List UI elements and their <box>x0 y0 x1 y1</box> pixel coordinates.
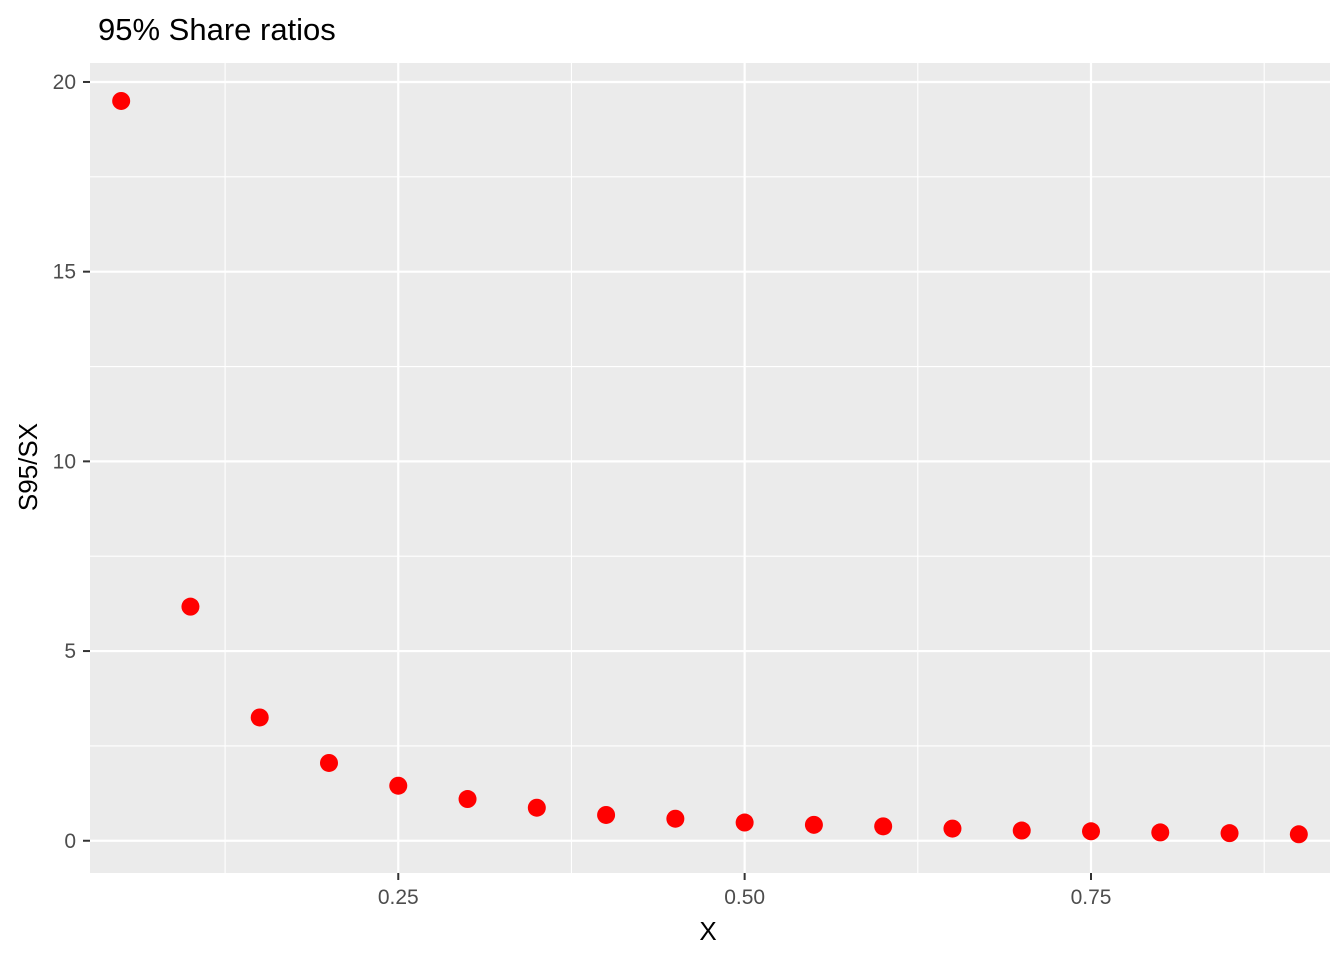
data-point <box>874 817 893 836</box>
data-point <box>1012 821 1031 840</box>
data-point <box>250 708 269 727</box>
data-point <box>666 809 685 828</box>
y-tick-label: 15 <box>53 261 76 284</box>
data-point <box>181 597 200 616</box>
y-tick-label: 5 <box>64 640 76 663</box>
data-point <box>1289 825 1308 844</box>
data-point <box>1220 824 1239 843</box>
data-point <box>319 753 338 772</box>
data-point <box>389 776 408 795</box>
data-point <box>458 790 477 809</box>
x-axis-label: X <box>699 916 716 946</box>
data-point <box>1151 823 1170 842</box>
data-point <box>112 91 131 110</box>
tick-labels: 0.25 0.50 0.75 0 5 10 15 20 <box>53 71 1112 909</box>
minor-gridlines <box>90 63 1330 873</box>
data-point <box>1082 822 1101 841</box>
data-point <box>943 819 962 838</box>
data-point <box>527 798 546 817</box>
y-tick-label: 10 <box>53 450 76 473</box>
x-tick-label: 0.50 <box>724 886 765 909</box>
major-gridlines <box>90 63 1330 873</box>
y-axis-label: S95/SX <box>13 423 43 511</box>
y-tick-label: 0 <box>64 830 76 853</box>
chart-title: 95% Share ratios <box>98 12 336 47</box>
y-tick-label: 20 <box>53 71 76 94</box>
x-tick-label: 0.75 <box>1071 886 1112 909</box>
axis-ticks <box>83 80 1093 880</box>
data-point <box>597 805 616 824</box>
data-point <box>804 815 823 834</box>
data-points <box>112 91 1308 844</box>
x-tick-label: 0.25 <box>378 886 419 909</box>
data-point <box>735 813 754 832</box>
panel-background <box>90 63 1330 873</box>
